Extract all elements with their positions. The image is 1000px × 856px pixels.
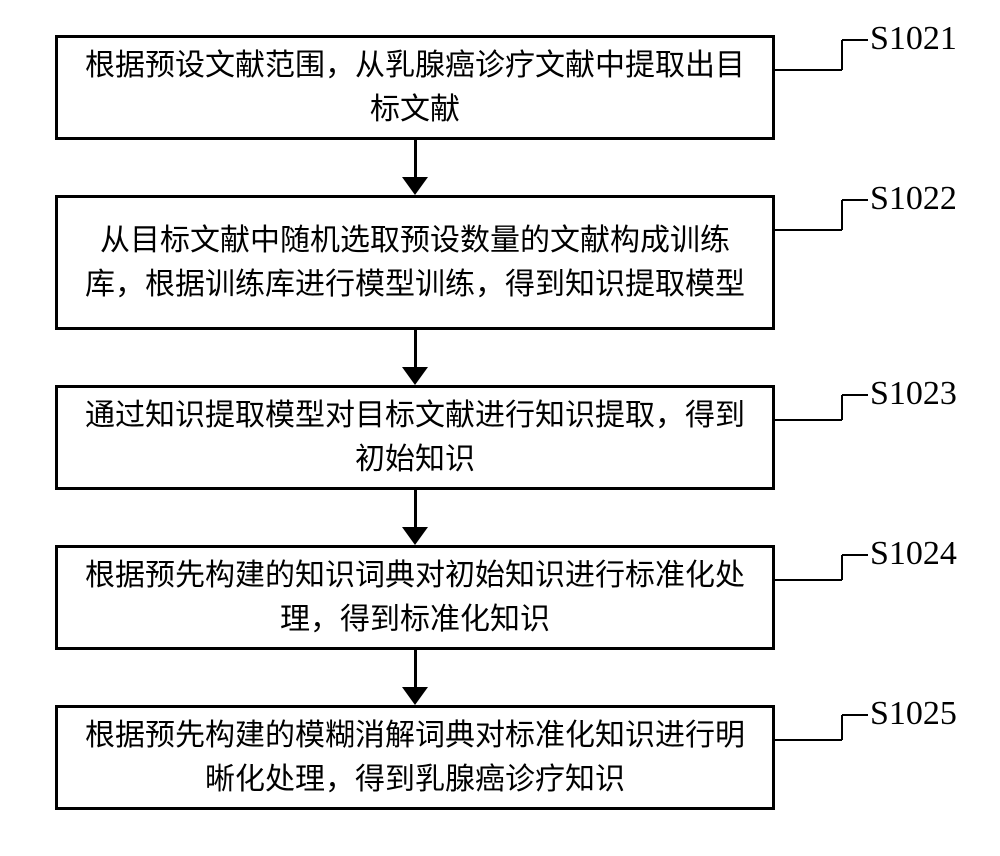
leader-line <box>842 39 868 41</box>
flow-box-s1022: 从目标文献中随机选取预设数量的文献构成训练库，根据训练库进行模型训练，得到知识提… <box>55 195 775 330</box>
step-label-s1024: S1024 <box>870 535 957 573</box>
flow-box-s1021: 根据预设文献范围，从乳腺癌诊疗文献中提取出目标文献 <box>55 35 775 140</box>
arrow-head-icon <box>402 367 428 385</box>
step-label-s1021: S1021 <box>870 20 957 58</box>
leader-line <box>841 395 843 420</box>
leader-line <box>841 200 843 230</box>
leader-line <box>842 394 868 396</box>
step-label-s1022: S1022 <box>870 180 957 218</box>
arrow-head-icon <box>402 527 428 545</box>
step-label-s1023: S1023 <box>870 375 957 413</box>
flow-box-s1023: 通过知识提取模型对目标文献进行知识提取，得到初始知识 <box>55 385 775 490</box>
leader-line <box>775 579 842 581</box>
arrow-stem <box>414 330 417 367</box>
arrow-stem <box>414 650 417 687</box>
flow-box-s1025: 根据预先构建的模糊消解词典对标准化知识进行明晰化处理，得到乳腺癌诊疗知识 <box>55 705 775 810</box>
leader-line <box>775 419 842 421</box>
flowchart-canvas: 根据预设文献范围，从乳腺癌诊疗文献中提取出目标文献从目标文献中随机选取预设数量的… <box>0 0 1000 856</box>
step-label-s1025: S1025 <box>870 695 957 733</box>
arrow-head-icon <box>402 687 428 705</box>
flow-box-s1024: 根据预先构建的知识词典对初始知识进行标准化处理，得到标准化知识 <box>55 545 775 650</box>
arrow-head-icon <box>402 177 428 195</box>
leader-line <box>842 554 868 556</box>
leader-line <box>775 229 842 231</box>
leader-line <box>841 715 843 740</box>
leader-line <box>841 40 843 70</box>
leader-line <box>775 69 842 71</box>
leader-line <box>842 199 868 201</box>
arrow-stem <box>414 490 417 527</box>
leader-line <box>775 739 842 741</box>
leader-line <box>841 555 843 580</box>
leader-line <box>842 714 868 716</box>
arrow-stem <box>414 140 417 177</box>
